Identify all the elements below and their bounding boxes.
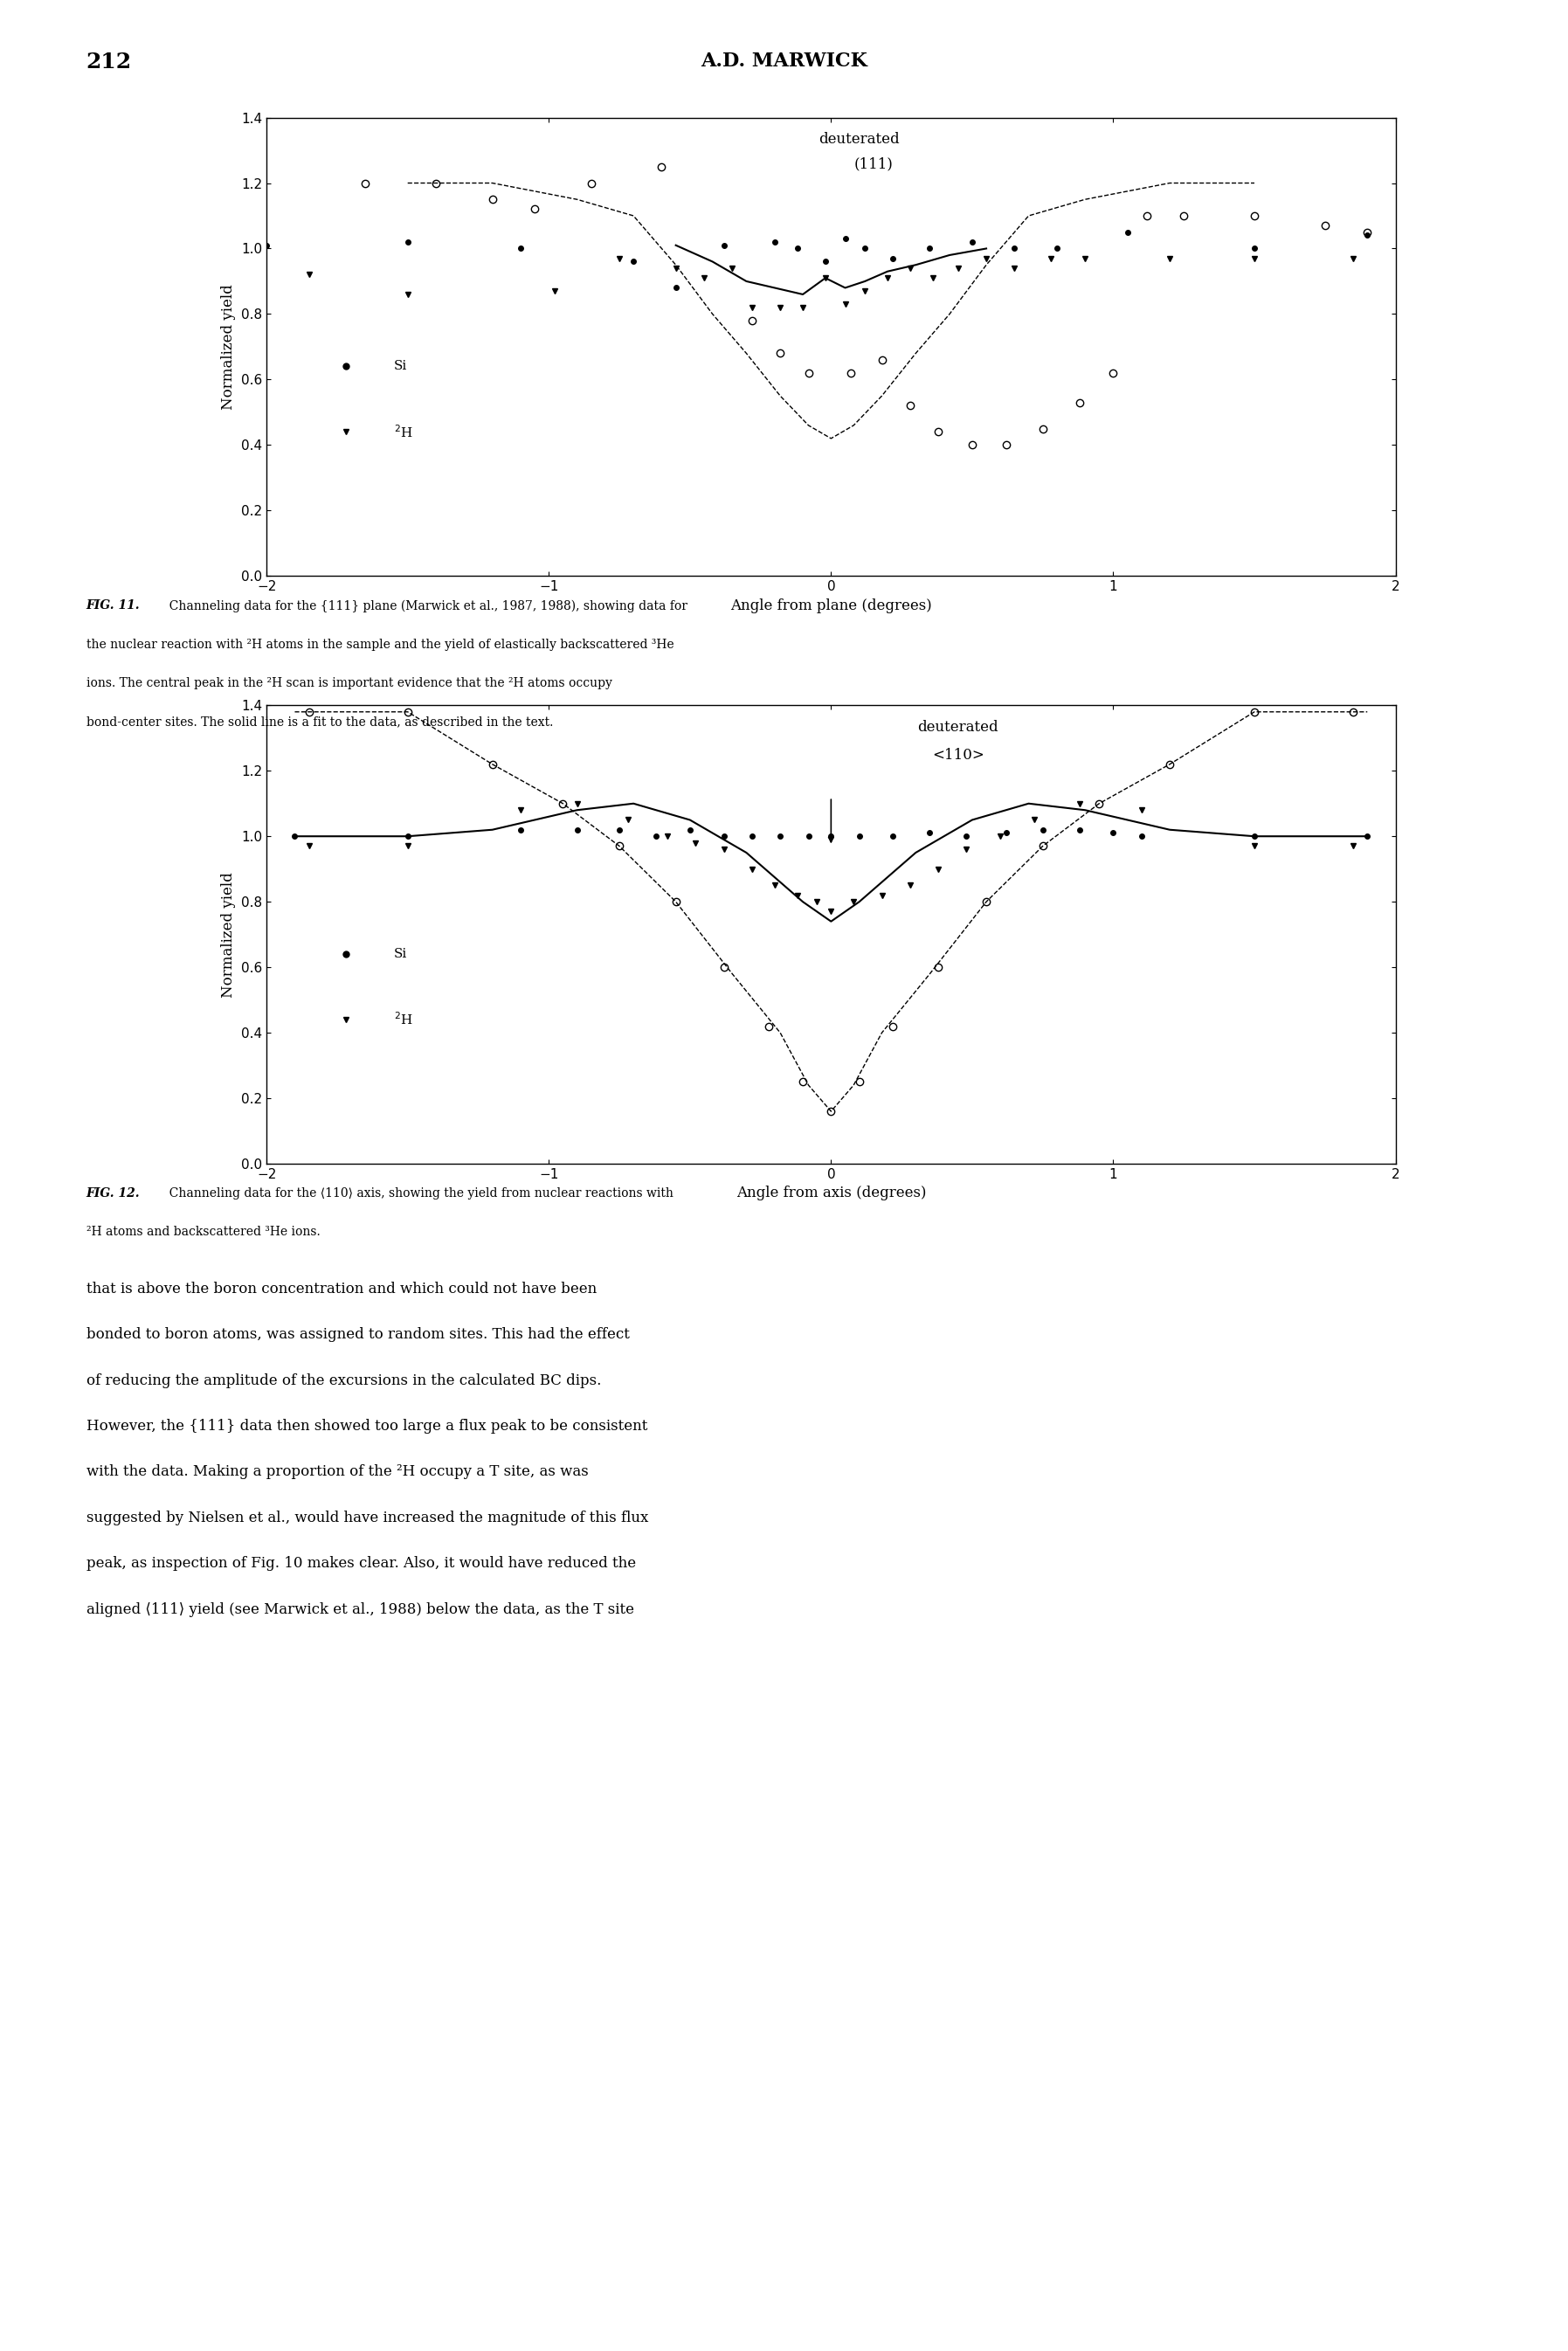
Text: suggested by Nielsen et al., would have increased the magnitude of this flux: suggested by Nielsen et al., would have … <box>86 1509 648 1526</box>
X-axis label: Angle from axis (degrees): Angle from axis (degrees) <box>735 1185 927 1201</box>
Text: FIG. 12.: FIG. 12. <box>86 1187 140 1199</box>
Y-axis label: Normalized yield: Normalized yield <box>221 284 237 409</box>
Text: Channeling data for the {111} plane (Marwick et al., 1987, 1988), showing data f: Channeling data for the {111} plane (Mar… <box>162 600 687 611</box>
Text: bonded to boron atoms, was assigned to random sites. This had the effect: bonded to boron atoms, was assigned to r… <box>86 1326 629 1342</box>
Text: Si: Si <box>394 360 406 371</box>
Text: the nuclear reaction with ²H atoms in the sample and the yield of elastically ba: the nuclear reaction with ²H atoms in th… <box>86 637 674 651</box>
Text: deuterated: deuterated <box>917 719 999 736</box>
Text: $^{2}$H: $^{2}$H <box>394 1011 412 1027</box>
Y-axis label: Normalized yield: Normalized yield <box>221 872 237 997</box>
Text: A.D. MARWICK: A.D. MARWICK <box>701 52 867 71</box>
X-axis label: Angle from plane (degrees): Angle from plane (degrees) <box>731 597 931 614</box>
Text: <110>: <110> <box>931 748 985 762</box>
Text: with the data. Making a proportion of the ²H occupy a T site, as was: with the data. Making a proportion of th… <box>86 1465 588 1479</box>
Text: Channeling data for the ⟨110⟩ axis, showing the yield from nuclear reactions wit: Channeling data for the ⟨110⟩ axis, show… <box>162 1187 673 1199</box>
Text: FIG. 11.: FIG. 11. <box>86 600 140 611</box>
Text: bond-center sites. The solid line is a fit to the data, as described in the text: bond-center sites. The solid line is a f… <box>86 715 554 729</box>
Text: Si: Si <box>394 947 406 959</box>
Text: that is above the boron concentration and which could not have been: that is above the boron concentration an… <box>86 1281 596 1295</box>
Text: aligned ⟨111⟩ yield (see Marwick et al., 1988) below the data, as the T site: aligned ⟨111⟩ yield (see Marwick et al.,… <box>86 1603 633 1617</box>
Text: (111): (111) <box>853 158 894 172</box>
Text: peak, as inspection of Fig. 10 makes clear. Also, it would have reduced the: peak, as inspection of Fig. 10 makes cle… <box>86 1556 635 1570</box>
Text: $^{2}$H: $^{2}$H <box>394 423 412 440</box>
Text: ²H atoms and backscattered ³He ions.: ²H atoms and backscattered ³He ions. <box>86 1227 320 1239</box>
Text: However, the {111} data then showed too large a flux peak to be consistent: However, the {111} data then showed too … <box>86 1418 648 1434</box>
Text: 212: 212 <box>86 52 132 73</box>
Text: deuterated: deuterated <box>818 132 900 148</box>
Text: of reducing the amplitude of the excursions in the calculated BC dips.: of reducing the amplitude of the excursi… <box>86 1373 601 1387</box>
Text: ions. The central peak in the ²H scan is important evidence that the ²H atoms oc: ions. The central peak in the ²H scan is… <box>86 677 612 689</box>
